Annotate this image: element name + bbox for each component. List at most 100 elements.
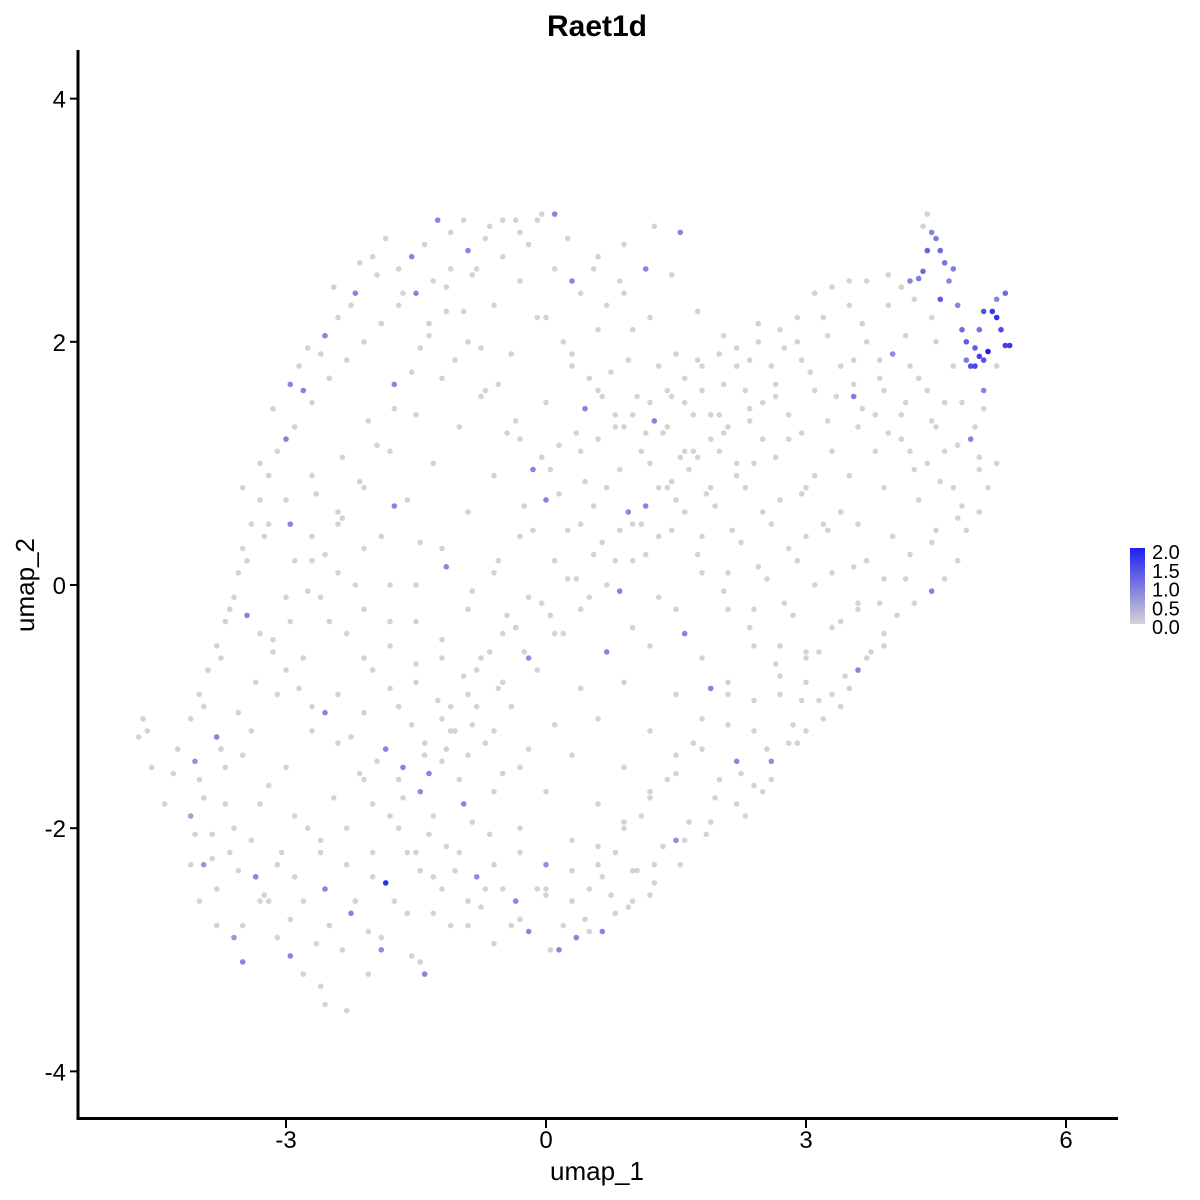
cell-point [673,351,679,357]
cell-point [816,697,822,704]
cell-point [954,442,961,449]
cell-point [348,734,354,740]
cell-point [850,357,857,363]
cell-point [499,886,506,892]
cell-point [439,886,445,892]
cell-point [482,235,489,242]
cell-point [400,795,406,801]
cell-point [759,788,766,795]
cell-point [733,801,740,807]
cell-point [755,564,762,570]
cell-point [495,685,502,692]
cell-point [742,484,749,491]
cell-point [720,430,727,436]
cell-point [716,776,723,783]
cell-point [855,606,861,613]
cell-point [629,898,636,904]
cell-point [252,874,259,880]
cell-point [972,424,978,430]
cell-point [616,527,623,534]
cell-point [855,521,861,527]
cell-point [395,266,402,272]
cell-point [716,448,723,455]
cell-point [218,746,224,752]
cell-point [902,399,909,406]
cell-point [547,947,554,953]
cell-point [521,649,528,655]
cell-point [356,478,363,485]
cell-point [980,387,987,394]
cell-point [322,332,328,339]
cell-point [421,740,428,746]
colorbar-label: 1.5 [1152,561,1180,583]
cell-point [603,484,610,491]
cell-point [612,557,619,564]
cell-point [517,825,523,831]
cell-point [417,345,424,351]
cell-point [569,837,575,844]
cell-point [777,673,783,679]
cell-point [525,746,532,752]
cell-point [252,679,259,686]
cell-point [374,758,380,765]
cell-point [876,357,883,363]
cell-point [226,849,233,856]
cell-point [135,734,142,740]
cell-point [668,527,675,534]
cell-point [629,867,636,874]
cell-point [582,405,588,412]
cell-point [512,418,519,424]
cell-point [621,241,627,248]
cell-point [469,722,476,728]
cell-point [517,278,523,284]
cell-point [629,624,636,631]
cell-point [313,940,320,947]
cell-point [824,332,831,339]
cell-point [352,290,359,297]
cell-point [530,466,536,473]
cell-point [460,801,467,807]
cell-point [569,363,575,369]
cell-point [387,685,393,692]
cell-point [491,940,497,947]
cell-point [859,320,866,327]
cell-point [430,813,437,819]
cell-point [595,801,601,807]
x-tick-label: -3 [275,1127,296,1154]
cell-point [577,448,584,455]
cell-point [231,594,237,600]
colorbar-label: 0.5 [1152,598,1180,620]
cell-point [499,770,506,777]
cell-point [837,618,844,625]
cell-point [309,703,315,710]
cell-point [512,217,519,223]
cell-point [985,484,991,491]
cell-point [621,424,627,430]
x-axis-title: umap_1 [550,1156,644,1186]
cell-point [352,898,359,904]
cell-point [720,332,727,339]
cell-point [547,612,554,619]
cell-point [941,399,948,406]
cell-point [993,460,1000,467]
cell-point [664,424,671,430]
cell-point [660,430,666,436]
cell-point [564,235,571,242]
cell-point [447,266,454,272]
cell-point [361,545,367,552]
cell-point [287,916,294,923]
cell-point [820,314,827,321]
cell-point [950,266,957,272]
cell-point [881,387,887,394]
cell-point [582,478,588,485]
cell-point [803,484,809,491]
cell-point [543,497,549,503]
cell-point [850,381,857,388]
cell-point [400,290,406,297]
cell-point [634,393,640,400]
cell-point [720,588,727,594]
cell-point [378,947,385,953]
cell-point [335,521,341,527]
cell-point [382,880,389,886]
y-tick-label: 2 [53,330,66,357]
